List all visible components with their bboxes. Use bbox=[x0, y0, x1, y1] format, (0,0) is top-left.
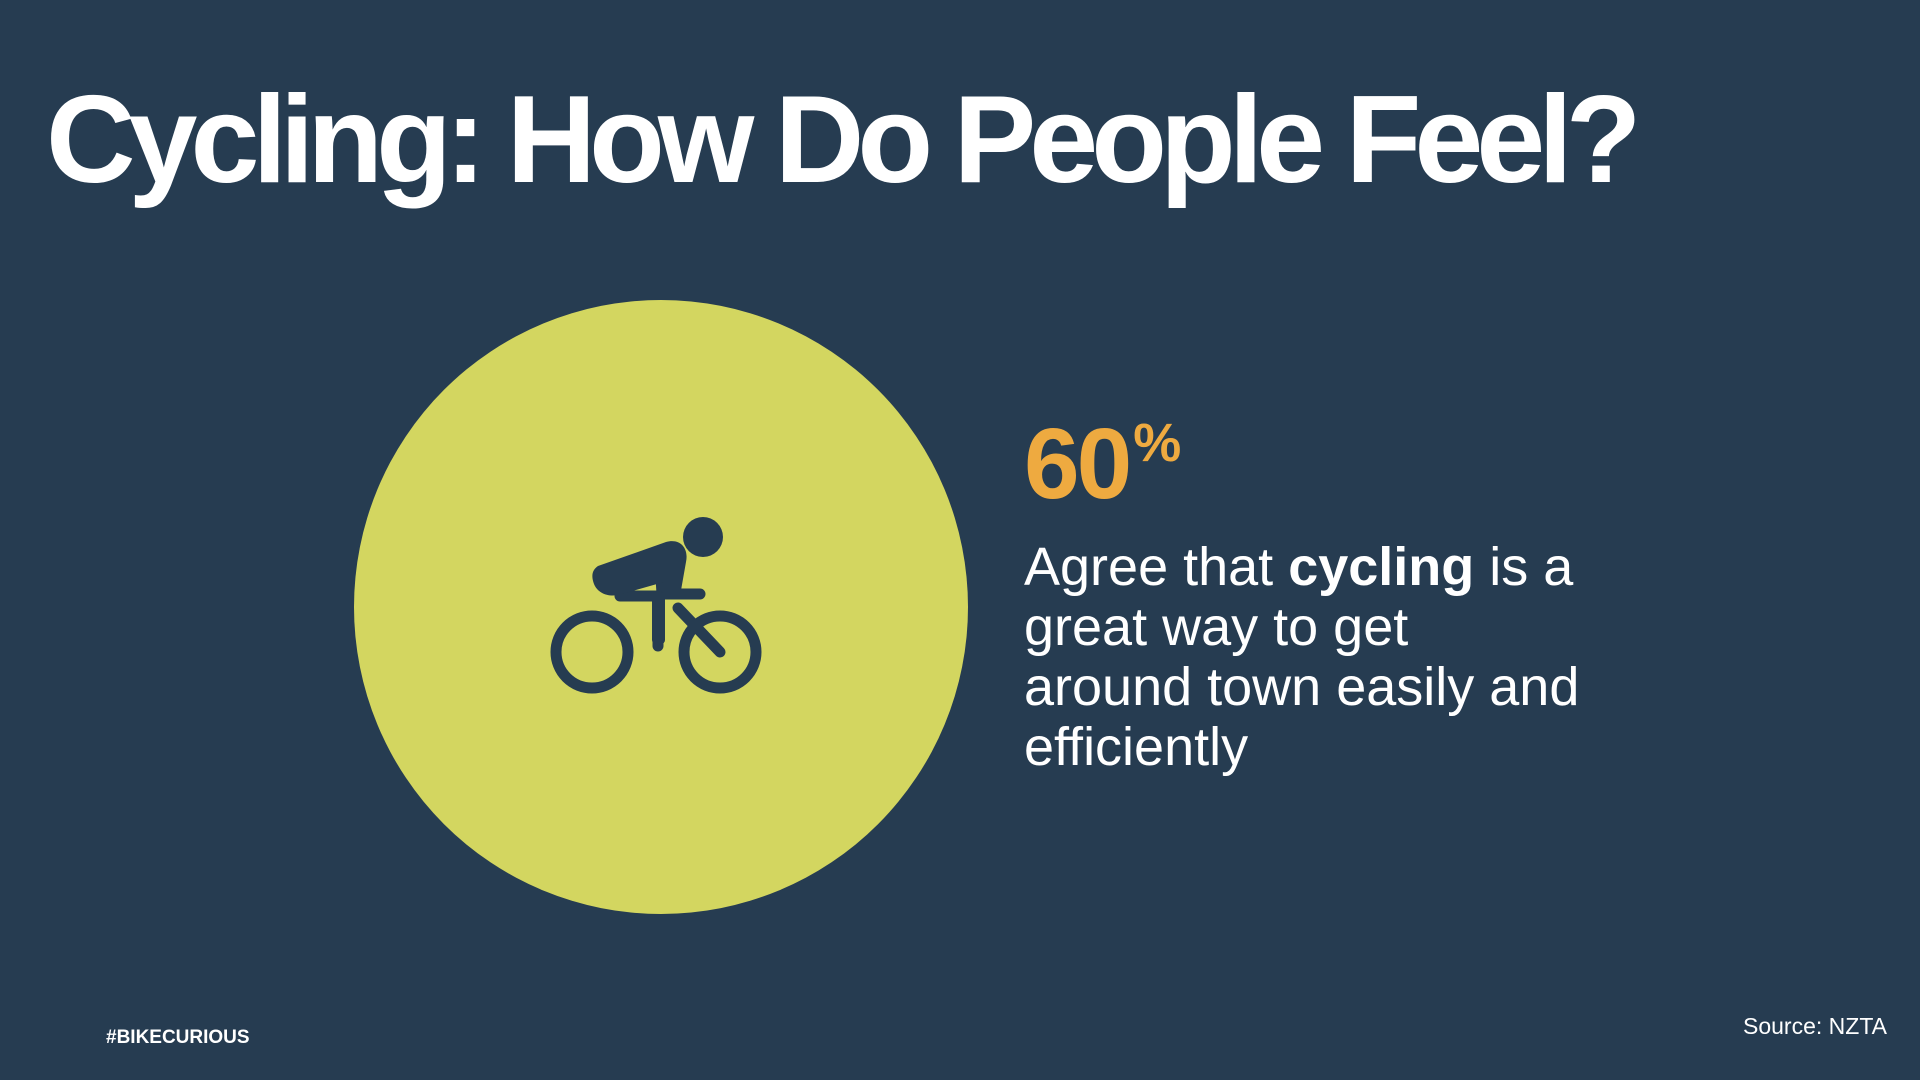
hashtag: #BIKECURIOUS bbox=[106, 1027, 250, 1048]
stat-description-keyword: cycling bbox=[1288, 537, 1475, 597]
source-credit: Source: NZTA bbox=[1743, 1013, 1887, 1039]
stat-value: 60 bbox=[1024, 408, 1132, 520]
slide-title: Cycling: How Do People Feel? bbox=[46, 71, 1641, 209]
stat-unit: % bbox=[1133, 413, 1182, 473]
stat-description-rest: is a great way to get around town easily… bbox=[1024, 537, 1580, 777]
stat-description: Agree that cycling is a great way to get… bbox=[1024, 537, 1584, 777]
stat-percentage: 60 % bbox=[1024, 414, 1181, 514]
stat-description-lead: Agree that bbox=[1024, 537, 1289, 597]
cyclist-icon bbox=[550, 517, 762, 694]
